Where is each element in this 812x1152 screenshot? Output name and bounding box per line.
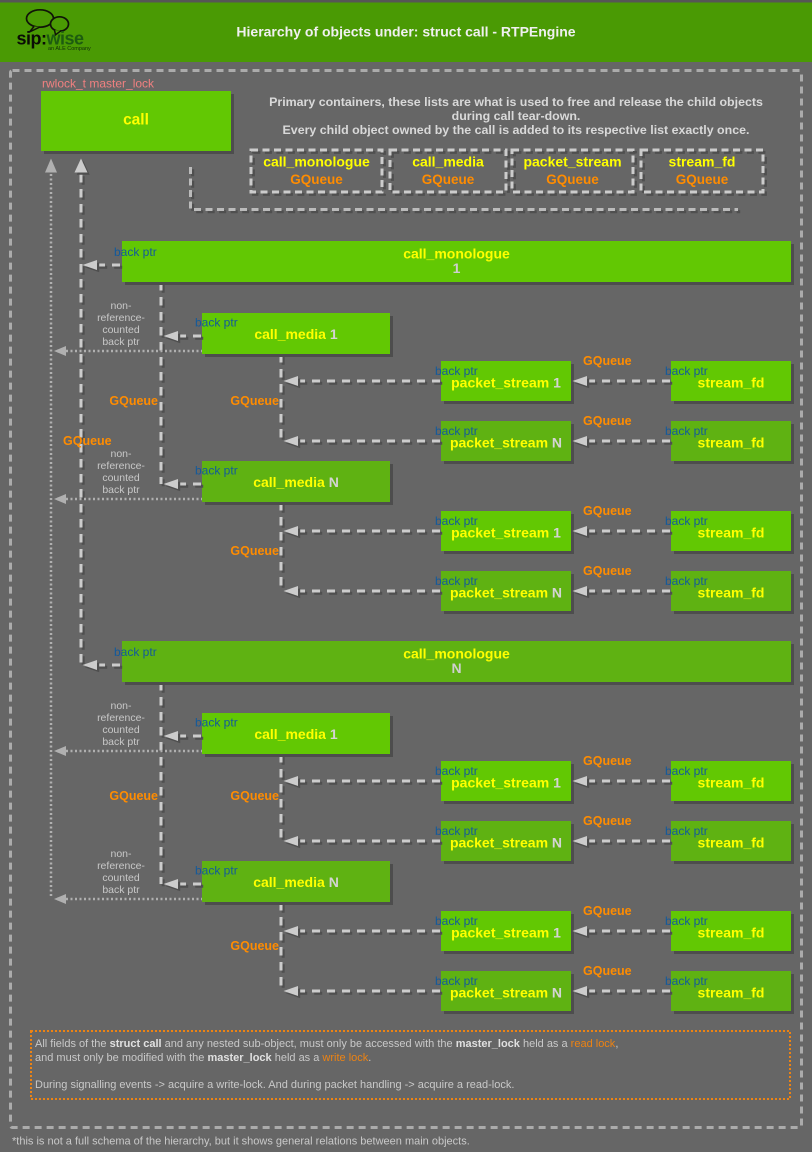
svg-text:rwlock_t master_lock: rwlock_t master_lock [42, 77, 155, 91]
svg-text:GQueue: GQueue [583, 904, 632, 918]
svg-text:back ptr: back ptr [195, 464, 238, 478]
svg-text:counted: counted [102, 724, 140, 736]
svg-text:back ptr: back ptr [195, 716, 238, 730]
svg-text:GQueue: GQueue [109, 394, 158, 408]
svg-text:1: 1 [453, 260, 461, 276]
svg-text:non-: non- [110, 700, 132, 712]
svg-text:stream_fd: stream_fd [698, 985, 765, 1001]
svg-text:packet_stream: packet_stream [523, 154, 621, 170]
svg-text:GQueue: GQueue [63, 434, 112, 448]
svg-text:stream_fd: stream_fd [669, 154, 736, 170]
svg-text:GQueue: GQueue [676, 172, 729, 187]
svg-text:stream_fd: stream_fd [698, 775, 765, 791]
svg-text:back ptr: back ptr [435, 574, 478, 588]
svg-text:GQueue: GQueue [290, 172, 343, 187]
svg-text:counted: counted [102, 472, 140, 484]
svg-text:GQueue: GQueue [583, 354, 632, 368]
svg-text:packet_stream N: packet_stream N [450, 835, 562, 851]
svg-text:GQueue: GQueue [230, 939, 279, 953]
svg-text:GQueue: GQueue [230, 789, 279, 803]
svg-text:sip:wise: sip:wise [17, 29, 85, 49]
svg-text:call_monologue: call_monologue [403, 646, 510, 662]
svg-text:stream_fd: stream_fd [698, 925, 765, 941]
svg-text:back ptr: back ptr [435, 424, 478, 438]
svg-text:back ptr: back ptr [102, 736, 140, 748]
svg-text:stream_fd: stream_fd [698, 375, 765, 391]
svg-text:call: call [123, 112, 149, 129]
svg-text:GQueue: GQueue [583, 564, 632, 578]
svg-text:stream_fd: stream_fd [698, 585, 765, 601]
svg-text:call_media 1: call_media 1 [254, 726, 338, 742]
svg-text:call_monologue: call_monologue [263, 154, 370, 170]
svg-text:packet_stream N: packet_stream N [450, 435, 562, 451]
svg-text:Every child object owned by th: Every child object owned by the call is … [283, 123, 750, 137]
svg-text:Primary containers, these list: Primary containers, these lists are what… [269, 95, 763, 109]
svg-text:and must only be modified with: and must only be modified with the maste… [35, 1052, 371, 1064]
svg-text:packet_stream 1: packet_stream 1 [451, 925, 561, 941]
svg-text:Hierarchy of objects under: st: Hierarchy of objects under: struct call … [236, 24, 575, 40]
svg-text:reference-: reference- [97, 312, 145, 324]
svg-text:reference-: reference- [97, 860, 145, 872]
svg-text:back ptr: back ptr [665, 974, 708, 988]
svg-text:back ptr: back ptr [665, 764, 708, 778]
svg-text:GQueue: GQueue [583, 964, 632, 978]
svg-text:All fields of the struct call: All fields of the struct call and any ne… [35, 1038, 618, 1050]
svg-text:back ptr: back ptr [665, 574, 708, 588]
svg-text:non-: non- [110, 300, 132, 312]
svg-text:stream_fd: stream_fd [698, 525, 765, 541]
svg-text:stream_fd: stream_fd [698, 435, 765, 451]
svg-text:back ptr: back ptr [435, 514, 478, 528]
svg-text:during call tear-down.: during call tear-down. [452, 109, 581, 123]
svg-text:back ptr: back ptr [195, 316, 238, 330]
svg-text:back ptr: back ptr [435, 824, 478, 838]
svg-text:GQueue: GQueue [546, 172, 599, 187]
svg-text:back ptr: back ptr [435, 974, 478, 988]
svg-text:N: N [451, 660, 461, 676]
svg-text:GQueue: GQueue [109, 789, 158, 803]
svg-text:GQueue: GQueue [583, 814, 632, 828]
svg-text:packet_stream 1: packet_stream 1 [451, 775, 561, 791]
svg-text:call_media N: call_media N [253, 874, 339, 890]
svg-text:call_media: call_media [412, 154, 484, 170]
svg-text:back ptr: back ptr [435, 914, 478, 928]
svg-text:stream_fd: stream_fd [698, 835, 765, 851]
svg-text:GQueue: GQueue [422, 172, 475, 187]
svg-text:call_media N: call_media N [253, 474, 339, 490]
svg-text:During signalling events -> ac: During signalling events -> acquire a wr… [35, 1079, 514, 1091]
svg-text:back ptr: back ptr [114, 645, 157, 659]
svg-text:back ptr: back ptr [102, 884, 140, 896]
svg-text:non-: non- [110, 448, 132, 460]
svg-text:GQueue: GQueue [583, 504, 632, 518]
svg-text:back ptr: back ptr [435, 764, 478, 778]
svg-text:counted: counted [102, 324, 140, 336]
svg-text:packet_stream N: packet_stream N [450, 985, 562, 1001]
svg-text:counted: counted [102, 872, 140, 884]
svg-text:back ptr: back ptr [435, 364, 478, 378]
svg-text:an ALE Company: an ALE Company [48, 46, 91, 52]
svg-text:call_media 1: call_media 1 [254, 326, 338, 342]
svg-text:back ptr: back ptr [665, 424, 708, 438]
svg-text:back ptr: back ptr [665, 824, 708, 838]
svg-text:back ptr: back ptr [665, 914, 708, 928]
svg-text:*this is not a full schema of: *this is not a full schema of the hierar… [12, 1136, 470, 1148]
svg-text:back ptr: back ptr [102, 336, 140, 348]
svg-text:GQueue: GQueue [230, 394, 279, 408]
svg-text:reference-: reference- [97, 712, 145, 724]
svg-text:call_monologue: call_monologue [403, 246, 510, 262]
svg-text:back ptr: back ptr [114, 245, 157, 259]
svg-text:packet_stream N: packet_stream N [450, 585, 562, 601]
svg-text:GQueue: GQueue [230, 544, 279, 558]
svg-text:reference-: reference- [97, 460, 145, 472]
svg-text:non-: non- [110, 848, 132, 860]
svg-text:back ptr: back ptr [195, 864, 238, 878]
svg-text:GQueue: GQueue [583, 754, 632, 768]
svg-text:packet_stream 1: packet_stream 1 [451, 375, 561, 391]
svg-text:packet_stream 1: packet_stream 1 [451, 525, 561, 541]
svg-text:back ptr: back ptr [665, 364, 708, 378]
svg-text:GQueue: GQueue [583, 414, 632, 428]
svg-text:back ptr: back ptr [665, 514, 708, 528]
svg-text:back ptr: back ptr [102, 484, 140, 496]
